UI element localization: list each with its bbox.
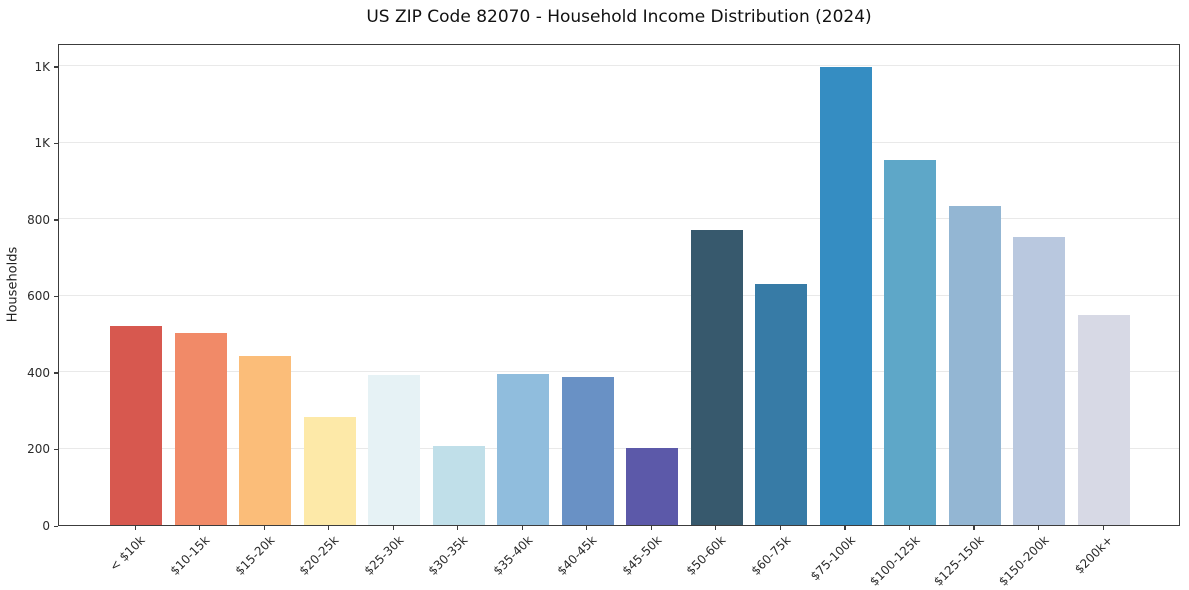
- x-tick-mark: [457, 526, 459, 530]
- bar-$150-200k: [1013, 236, 1066, 525]
- x-tick-mark: [1037, 526, 1040, 530]
- x-tick-label-text: $15-20k: [232, 533, 277, 578]
- bar-$200k+: [1078, 315, 1130, 525]
- y-tick-mark: [54, 448, 58, 451]
- y-tick-label: 400: [27, 365, 50, 380]
- y-tick-label: 600: [27, 289, 50, 304]
- x-tick-mark: [973, 526, 975, 530]
- bar-$50-60k: [690, 230, 743, 525]
- x-tick-mark: [715, 526, 717, 530]
- gridline: [59, 448, 1179, 449]
- x-tick-label-text: $50-60k: [683, 533, 729, 578]
- y-tick-label: 200: [27, 442, 50, 457]
- bar-$30-35k: [432, 445, 485, 525]
- x-tick-mark: [199, 526, 201, 530]
- gridline: [59, 371, 1179, 373]
- x-tick-label-text: $40-45k: [554, 533, 600, 578]
- bar-$75-100k: [819, 67, 872, 525]
- y-tick-mark: [54, 372, 58, 374]
- x-tick-label-text: < $10k: [107, 533, 148, 574]
- y-tick-mark: [54, 142, 58, 145]
- gridline: [59, 218, 1179, 220]
- x-tick-mark: [844, 526, 846, 530]
- x-tick-label-text: $75-100k: [807, 533, 858, 584]
- bar-$45-50k: [626, 447, 679, 525]
- x-tick-label-text: $20-25k: [296, 533, 342, 578]
- x-tick-label-text: $125-150k: [931, 533, 987, 589]
- bar-$25-30k: [368, 375, 421, 525]
- x-tick-label-text: $45-50k: [619, 533, 665, 578]
- x-tick-label-text: $60-75k: [748, 533, 794, 578]
- y-tick-label: 800: [27, 212, 50, 227]
- x-tick-label-text: $150-200k: [995, 533, 1052, 589]
- x-tick-mark: [908, 526, 911, 530]
- bar-$60-75k: [755, 284, 808, 525]
- bar-$10-15k: [174, 332, 227, 525]
- bar-< $10k: [110, 326, 162, 525]
- x-tick-mark: [1102, 526, 1104, 530]
- x-tick-label-text: $10-15k: [167, 533, 213, 578]
- bar-$35-40k: [497, 373, 550, 525]
- gridline: [59, 294, 1179, 296]
- x-tick-mark: [392, 526, 394, 530]
- y-tick-label: 1K: [34, 59, 50, 74]
- x-tick-label-text: $100-125k: [866, 533, 923, 589]
- bar-$40-45k: [561, 376, 614, 525]
- x-tick-mark: [134, 526, 136, 530]
- bar-$100-125k: [884, 160, 937, 525]
- gridline: [59, 141, 1179, 143]
- gridline: [59, 65, 1179, 67]
- plot-area: [58, 44, 1180, 526]
- bar-$125-150k: [948, 206, 1001, 525]
- bar-$15-20k: [239, 356, 292, 525]
- x-tick-mark: [650, 526, 652, 530]
- x-tick-label-text: $35-40k: [490, 533, 536, 578]
- y-tick-label: 1K: [34, 136, 50, 151]
- y-tick-mark: [54, 295, 58, 298]
- x-tick-label-text: $30-35k: [425, 533, 471, 578]
- chart-title: US ZIP Code 82070 - Household Income Dis…: [366, 7, 872, 27]
- y-tick-mark: [54, 66, 58, 68]
- x-tick-mark: [263, 526, 265, 530]
- x-tick-label-text: $200k+: [1072, 533, 1116, 577]
- x-tick-mark: [779, 526, 782, 530]
- x-tick-label-text: $25-30k: [361, 533, 407, 578]
- x-tick-mark: [586, 526, 588, 530]
- x-tick-mark: [521, 526, 523, 530]
- bar-$20-25k: [303, 416, 356, 525]
- y-tick-label: 0: [42, 519, 50, 533]
- y-tick-mark: [54, 525, 58, 527]
- y-tick-mark: [54, 219, 58, 221]
- x-tick-mark: [328, 526, 330, 530]
